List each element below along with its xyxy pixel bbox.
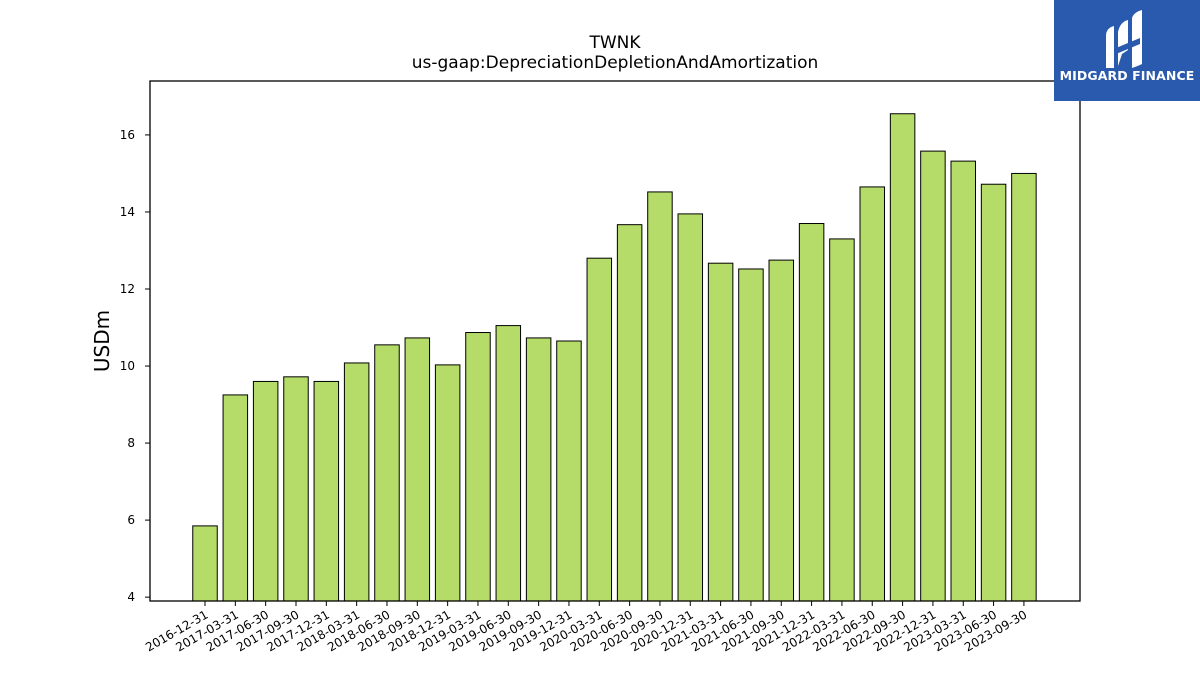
bar-2021-12-31 [798,223,825,602]
bar-2023-03-31 [950,160,976,602]
logo-text: MIDGARD FINANCE [1059,68,1195,83]
bar-2018-12-31 [434,364,461,602]
bar-2023-06-30 [980,183,1007,602]
bar-2022-12-31 [920,150,946,602]
y-tick-label: 12 [120,282,135,296]
plot-area-frame [149,80,1081,602]
midgard-logo-icon [1106,10,1142,68]
bar-2016-12-31 [192,525,218,602]
bar-2017-12-31 [313,380,340,602]
bar-2020-03-31 [586,257,613,602]
y-tick-label: 14 [120,205,135,219]
bar-2018-09-30 [404,337,431,602]
bar-2022-03-31 [829,238,855,602]
bar-2017-03-31 [222,394,249,602]
bar-2018-03-31 [343,362,370,602]
y-tick-label: 8 [127,436,135,450]
bar-2019-06-30 [495,325,522,602]
bar-2018-06-30 [374,344,400,602]
y-tick-label: 4 [127,590,135,604]
bar-2019-09-30 [525,337,552,602]
bar-2020-12-31 [677,213,704,602]
x-axis-ticks: 2016-12-312017-03-312017-06-302017-09-30… [143,601,1029,654]
bar-2021-06-30 [738,268,764,602]
bar-2021-09-30 [768,259,795,602]
y-tick-label: 6 [127,513,135,527]
y-axis-ticks: 4 6 8 10 12 14 16 [120,128,150,604]
bar-2017-06-30 [252,380,279,602]
bar-2020-06-30 [616,224,643,602]
bar-2019-12-31 [556,340,582,602]
chart-subtitle: us-gaap:DepreciationDepletionAndAmortiza… [412,53,819,73]
bar-2019-03-31 [465,332,491,602]
chart-title: TWNK [588,33,641,53]
bar-series [192,113,1037,602]
bar-2021-03-31 [707,262,734,602]
midgard-finance-logo: MIDGARD FINANCE [1054,0,1200,101]
bar-2023-09-30 [1011,172,1037,602]
bar-2020-09-30 [647,191,673,602]
y-tick-label: 10 [120,359,135,373]
bar-2022-06-30 [859,186,886,602]
y-axis-label: USDm [90,310,114,372]
bar-2022-09-30 [889,113,916,602]
y-tick-label: 16 [120,128,135,142]
bar-2017-09-30 [283,376,309,602]
